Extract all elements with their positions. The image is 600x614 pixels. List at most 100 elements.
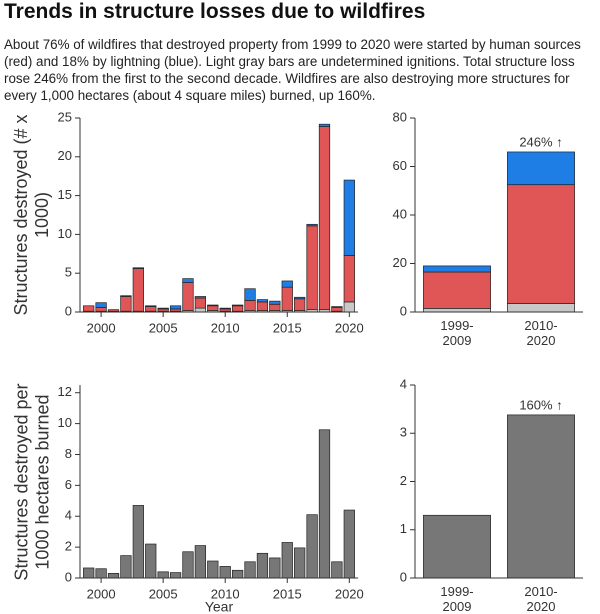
bar <box>507 184 575 304</box>
bar <box>132 267 144 269</box>
bar <box>132 505 144 579</box>
bar <box>182 278 194 283</box>
bar <box>157 571 169 579</box>
y-tick-label: 12 <box>58 384 72 399</box>
bar <box>318 123 331 127</box>
y-tick-label: 2 <box>65 539 72 554</box>
bar <box>269 557 281 579</box>
bar <box>306 514 318 579</box>
y-tick-label: 0 <box>65 303 72 318</box>
bar <box>95 568 107 579</box>
x-tick-label: 2005 <box>149 320 178 335</box>
x-tick-label: 2020 <box>335 586 364 601</box>
bar <box>269 303 281 311</box>
bar <box>132 268 144 312</box>
bar <box>507 414 575 579</box>
bar <box>194 297 207 309</box>
x-tick-label: 1999-2009 <box>440 584 474 614</box>
y-tick-label: 0 <box>400 303 407 318</box>
bar <box>244 561 256 579</box>
bar <box>423 514 491 579</box>
bar <box>194 307 207 313</box>
annotation: 246% ↑ <box>519 134 562 149</box>
x-tick-label: 2020 <box>335 320 364 335</box>
bar <box>157 307 169 310</box>
bar <box>343 509 355 579</box>
y-tick-label: 1 <box>400 521 407 536</box>
bar <box>423 271 491 309</box>
bar <box>120 296 132 312</box>
bar <box>231 305 244 312</box>
y-tick-label: 8 <box>65 446 72 461</box>
bar <box>95 302 107 308</box>
y-tick-label: 60 <box>393 158 407 173</box>
bar <box>244 300 256 311</box>
y-tick-label: 25 <box>58 109 72 124</box>
y-tick-label: 2 <box>400 473 407 488</box>
bar <box>281 286 293 311</box>
y-tick-label: 3 <box>400 425 407 440</box>
bar <box>244 288 256 301</box>
x-tick-label: 1999-2009 <box>440 318 474 348</box>
x-tick-label: 2000 <box>87 586 116 601</box>
bar <box>194 545 207 579</box>
x-tick-label: 2000 <box>87 320 116 335</box>
bar <box>423 265 491 273</box>
bar <box>231 569 244 579</box>
bar <box>219 307 231 310</box>
y-tick-label: 4 <box>400 376 407 391</box>
bar <box>219 566 231 579</box>
bar <box>194 296 207 299</box>
y-tick-label: 15 <box>58 187 72 202</box>
bar <box>207 305 219 311</box>
y-tick-label: 5 <box>65 265 72 280</box>
x-tick-label: 2010 <box>211 586 240 601</box>
bar <box>281 542 293 579</box>
bar <box>83 567 95 579</box>
bar <box>507 303 575 313</box>
bar <box>207 304 219 307</box>
bar <box>145 305 157 307</box>
y-tick-label: 4 <box>65 508 72 523</box>
bar <box>169 572 182 579</box>
y-tick-label: 80 <box>393 109 407 124</box>
y-axis-label: Structures destroyed per 1000 hectares b… <box>11 382 52 581</box>
bar <box>169 305 182 310</box>
y-tick-label: 6 <box>65 477 72 492</box>
page-title: Trends in structure losses due to wildfi… <box>4 0 426 23</box>
x-tick-label: 2010-2020 <box>524 318 558 348</box>
bar <box>507 151 575 186</box>
bar <box>318 126 331 311</box>
bar <box>231 304 244 307</box>
y-tick-label: 40 <box>393 206 407 221</box>
x-tick-label: 2015 <box>273 320 302 335</box>
x-axis-label: Year <box>205 599 234 614</box>
annotation: 160% ↑ <box>519 397 562 412</box>
bar <box>331 561 343 579</box>
bar <box>83 305 95 312</box>
bar <box>318 429 331 579</box>
y-tick-label: 10 <box>58 415 72 430</box>
bar <box>343 255 355 303</box>
description: About 76% of wildfires that destroyed pr… <box>4 37 581 103</box>
y-tick-label: 20 <box>58 148 72 163</box>
bar <box>107 573 120 579</box>
x-tick-label: 2010-2020 <box>524 584 558 614</box>
bar <box>331 306 343 308</box>
y-tick-label: 20 <box>393 255 407 270</box>
bar <box>207 560 219 579</box>
bar <box>306 225 318 311</box>
y-tick-label: 0 <box>400 569 407 584</box>
bar <box>343 301 355 313</box>
bar <box>256 552 269 579</box>
bar <box>306 223 318 227</box>
bar <box>294 298 306 311</box>
bar <box>120 555 132 579</box>
bar <box>145 306 157 312</box>
bar <box>107 309 120 312</box>
bar <box>95 306 107 312</box>
bar <box>331 306 343 312</box>
x-tick-label: 2010 <box>211 320 240 335</box>
